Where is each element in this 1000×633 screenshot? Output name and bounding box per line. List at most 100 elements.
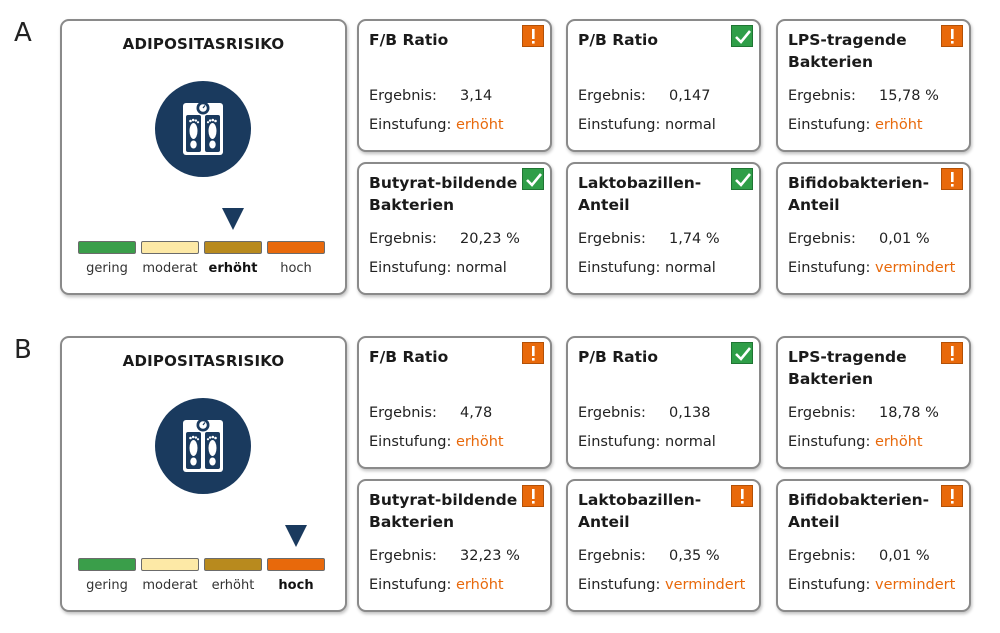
result-label: Ergebnis:	[578, 231, 646, 247]
risk-scale-bar-hoch	[267, 558, 325, 571]
classification-row: Einstufung: normal	[578, 434, 716, 450]
metric-title: Bifidobakterien- Anteil	[788, 174, 930, 214]
result-row: Ergebnis: 32,23 %	[369, 548, 520, 564]
classification-label: Einstufung:	[578, 117, 661, 133]
classification-label: Einstufung:	[788, 117, 871, 133]
risk-title: ADIPOSITASRISIKO	[122, 35, 285, 53]
metric-title: Butyrat-bildende Bakterien	[369, 174, 518, 214]
result-row: Ergebnis: 0,147	[578, 88, 711, 104]
metric-card: Butyrat-bildende Bakterien Ergebnis: 32,23…	[357, 479, 552, 612]
result-row: Ergebnis: 20,23 %	[369, 231, 520, 247]
warning-icon	[941, 342, 963, 364]
risk-scale-label: moderat	[142, 578, 198, 593]
classification-row: Einstufung: erhöht	[788, 117, 923, 133]
metric-title: Butyrat-bildende Bakterien	[369, 491, 518, 531]
metric-card: Laktobazillen- Anteil Ergebnis: 0,35 % Eins…	[566, 479, 761, 612]
risk-scale-bar-hoch	[267, 241, 325, 254]
risk-scale-label: erhöht	[211, 578, 255, 593]
result-value: 3,14	[460, 88, 493, 104]
metric-card: F/B Ratio Ergebnis: 4,78 Einstufung: erhöht	[357, 336, 552, 469]
risk-scale-bar-gering	[78, 241, 136, 254]
result-value: 15,78 %	[879, 88, 939, 104]
metric-card: LPS-tragende Bakterien Ergebnis: 18,78 % Ei…	[776, 336, 971, 469]
result-label: Ergebnis:	[578, 88, 646, 104]
result-label: Ergebnis:	[578, 405, 646, 421]
scale-icon	[155, 81, 251, 181]
metric-title: LPS-tragende Bakterien	[788, 348, 907, 388]
obesity-risk-card: ADIPOSITASRISIKO gering moderat erhöht hoch	[60, 336, 347, 612]
metric-card: P/B Ratio Ergebnis: 0,138 Einstufung: norma…	[566, 336, 761, 469]
classification-value: normal	[665, 260, 716, 276]
check-icon	[731, 342, 753, 364]
result-label: Ergebnis:	[788, 231, 856, 247]
classification-row: Einstufung: erhöht	[369, 117, 504, 133]
result-label: Ergebnis:	[369, 405, 437, 421]
panel-a: A ADIPOSITASRISIKO gering moderat erhöht hoch…	[0, 0, 1000, 300]
classification-row: Einstufung: normal	[578, 117, 716, 133]
metric-card: Butyrat-bildende Bakterien Ergebnis: 20,23…	[357, 162, 552, 295]
result-label: Ergebnis:	[369, 548, 437, 564]
metric-card: Laktobazillen- Anteil Ergebnis: 1,74 % Eins…	[566, 162, 761, 295]
classification-row: Einstufung: vermindert	[788, 577, 955, 593]
metric-card: LPS-tragende Bakterien Ergebnis: 15,78 % Ei…	[776, 19, 971, 152]
metric-card: P/B Ratio Ergebnis: 0,147 Einstufung: norma…	[566, 19, 761, 152]
check-icon	[731, 168, 753, 190]
risk-scale-bar-moderat	[141, 558, 199, 571]
result-value: 32,23 %	[460, 548, 520, 564]
result-row: Ergebnis: 0,01 %	[788, 231, 930, 247]
result-value: 4,78	[460, 405, 493, 421]
classification-value: vermindert	[665, 577, 746, 593]
classification-value: normal	[456, 260, 507, 276]
classification-row: Einstufung: vermindert	[578, 577, 745, 593]
classification-value: normal	[665, 117, 716, 133]
risk-scale-label: gering	[86, 261, 128, 276]
result-row: Ergebnis: 0,138	[578, 405, 711, 421]
metric-card: Bifidobakterien- Anteil Ergebnis: 0,01 % Ei…	[776, 479, 971, 612]
risk-scale-label: moderat	[142, 261, 198, 276]
result-value: 0,01 %	[879, 548, 930, 564]
result-label: Ergebnis:	[788, 88, 856, 104]
classification-value: erhöht	[875, 117, 923, 133]
classification-row: Einstufung: vermindert	[788, 260, 955, 276]
risk-scale-bar-gering	[78, 558, 136, 571]
result-value: 0,138	[669, 405, 711, 421]
classification-row: Einstufung: normal	[578, 260, 716, 276]
metric-title: Bifidobakterien- Anteil	[788, 491, 930, 531]
metric-title: Laktobazillen- Anteil	[578, 491, 702, 531]
classification-value: vermindert	[875, 577, 956, 593]
risk-scale-label: hoch	[280, 261, 312, 276]
result-row: Ergebnis: 3,14	[369, 88, 492, 104]
classification-row: Einstufung: erhöht	[788, 434, 923, 450]
metric-title: P/B Ratio	[578, 348, 658, 366]
classification-value: normal	[665, 434, 716, 450]
result-row: Ergebnis: 0,35 %	[578, 548, 720, 564]
warning-icon	[522, 342, 544, 364]
result-value: 0,35 %	[669, 548, 720, 564]
classification-value: erhöht	[456, 434, 504, 450]
result-label: Ergebnis:	[369, 231, 437, 247]
risk-scale-label: erhöht	[208, 261, 258, 276]
risk-indicator-arrow	[285, 525, 307, 547]
result-row: Ergebnis: 15,78 %	[788, 88, 939, 104]
result-row: Ergebnis: 4,78	[369, 405, 492, 421]
result-label: Ergebnis:	[788, 548, 856, 564]
check-icon	[522, 168, 544, 190]
metric-title: P/B Ratio	[578, 31, 658, 49]
result-value: 0,147	[669, 88, 711, 104]
panel-label: A	[14, 18, 32, 48]
risk-scale-bar-erhöht	[204, 241, 262, 254]
classification-value: erhöht	[456, 577, 504, 593]
result-row: Ergebnis: 1,74 %	[578, 231, 720, 247]
classification-value: erhöht	[875, 434, 923, 450]
classification-row: Einstufung: normal	[369, 260, 507, 276]
metric-title: F/B Ratio	[369, 348, 449, 366]
classification-label: Einstufung:	[578, 434, 661, 450]
check-icon	[731, 25, 753, 47]
result-value: 20,23 %	[460, 231, 520, 247]
risk-scale-bar-moderat	[141, 241, 199, 254]
result-label: Ergebnis:	[369, 88, 437, 104]
warning-icon	[522, 25, 544, 47]
classification-label: Einstufung:	[369, 434, 452, 450]
result-value: 18,78 %	[879, 405, 939, 421]
classification-value: vermindert	[875, 260, 956, 276]
